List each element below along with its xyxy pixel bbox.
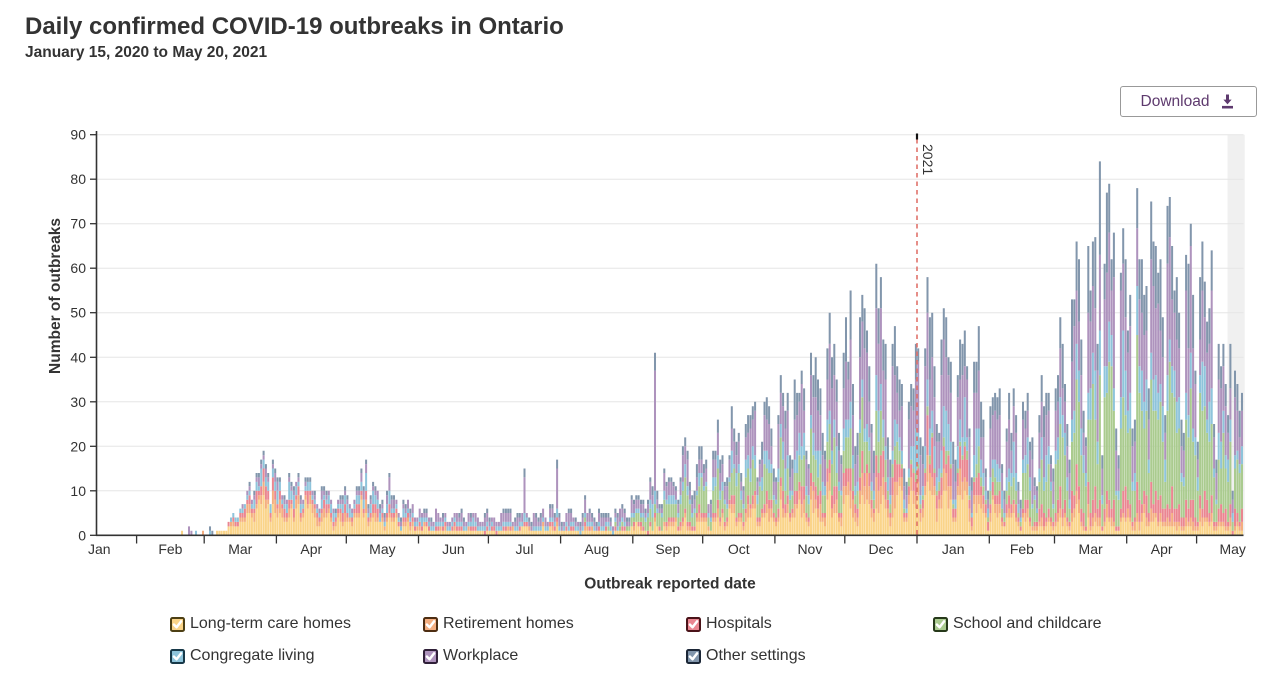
svg-text:Number of outbreaks: Number of outbreaks bbox=[47, 218, 64, 374]
svg-text:Outbreak reported date: Outbreak reported date bbox=[584, 576, 756, 593]
svg-text:30: 30 bbox=[70, 394, 86, 410]
svg-text:20: 20 bbox=[70, 438, 86, 454]
svg-text:Mar: Mar bbox=[1079, 541, 1103, 557]
svg-text:40: 40 bbox=[70, 349, 86, 365]
svg-text:Sep: Sep bbox=[655, 541, 680, 557]
svg-text:2021: 2021 bbox=[920, 144, 936, 175]
svg-text:70: 70 bbox=[70, 216, 86, 232]
svg-text:Feb: Feb bbox=[158, 541, 182, 557]
svg-text:Feb: Feb bbox=[1010, 541, 1034, 557]
svg-text:Jan: Jan bbox=[88, 541, 111, 557]
svg-text:0: 0 bbox=[78, 527, 86, 543]
svg-text:60: 60 bbox=[70, 260, 86, 276]
svg-text:Nov: Nov bbox=[797, 541, 822, 557]
svg-text:Dec: Dec bbox=[868, 541, 893, 557]
svg-text:Oct: Oct bbox=[728, 541, 750, 557]
svg-text:90: 90 bbox=[70, 127, 86, 143]
svg-text:Apr: Apr bbox=[300, 541, 322, 557]
svg-text:Apr: Apr bbox=[1151, 541, 1173, 557]
svg-text:May: May bbox=[1219, 541, 1245, 557]
svg-text:Mar: Mar bbox=[228, 541, 252, 557]
svg-text:Jun: Jun bbox=[442, 541, 465, 557]
svg-text:80: 80 bbox=[70, 171, 86, 187]
svg-text:10: 10 bbox=[70, 483, 86, 499]
svg-text:Aug: Aug bbox=[584, 541, 609, 557]
svg-text:Jan: Jan bbox=[942, 541, 965, 557]
svg-text:May: May bbox=[369, 541, 395, 557]
svg-text:50: 50 bbox=[70, 305, 86, 321]
svg-text:Jul: Jul bbox=[516, 541, 534, 557]
